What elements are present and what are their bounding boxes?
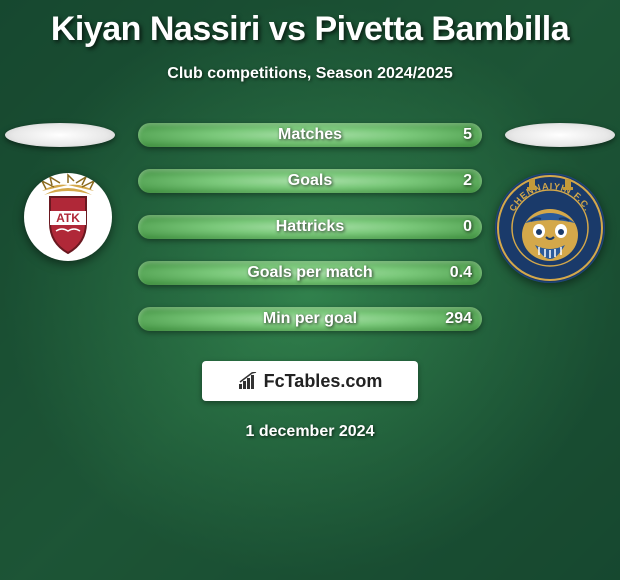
chennaiyin-crest-icon: CHENNAIYIN F.C. (495, 173, 605, 283)
stat-value-right: 294 (445, 310, 472, 328)
face-icon (522, 209, 578, 261)
atk-crest-icon: ATK (24, 173, 112, 261)
stat-row: Matches 5 (138, 123, 482, 147)
stat-row: Goals 2 (138, 169, 482, 193)
stat-row: Min per goal 294 (138, 307, 482, 331)
page-title: Kiyan Nassiri vs Pivetta Bambilla (0, 0, 620, 49)
stat-value-right: 5 (463, 126, 472, 144)
stat-row: Goals per match 0.4 (138, 261, 482, 285)
stat-value-right: 2 (463, 172, 472, 190)
brand-text: FcTables.com (264, 371, 383, 392)
footer-date: 1 december 2024 (0, 423, 620, 441)
stat-label: Hattricks (276, 218, 344, 236)
player-left-ellipse (5, 123, 115, 147)
subtitle: Club competitions, Season 2024/2025 (0, 65, 620, 83)
stat-label: Matches (278, 126, 342, 144)
stat-value-right: 0.4 (450, 264, 472, 282)
stat-label: Goals (288, 172, 332, 190)
stat-value-right: 0 (463, 218, 472, 236)
team-crest-left: ATK (24, 173, 112, 261)
brand-badge: FcTables.com (202, 361, 418, 401)
bar-chart-icon (238, 372, 260, 390)
comparison-area: ATK CHENNAIYIN F.C. (0, 123, 620, 331)
stat-label: Min per goal (263, 310, 357, 328)
stat-label: Goals per match (247, 264, 372, 282)
team-crest-right: CHENNAIYIN F.C. (495, 173, 605, 283)
crest-text: ATK (56, 211, 80, 225)
player-right-ellipse (505, 123, 615, 147)
stat-row: Hattricks 0 (138, 215, 482, 239)
